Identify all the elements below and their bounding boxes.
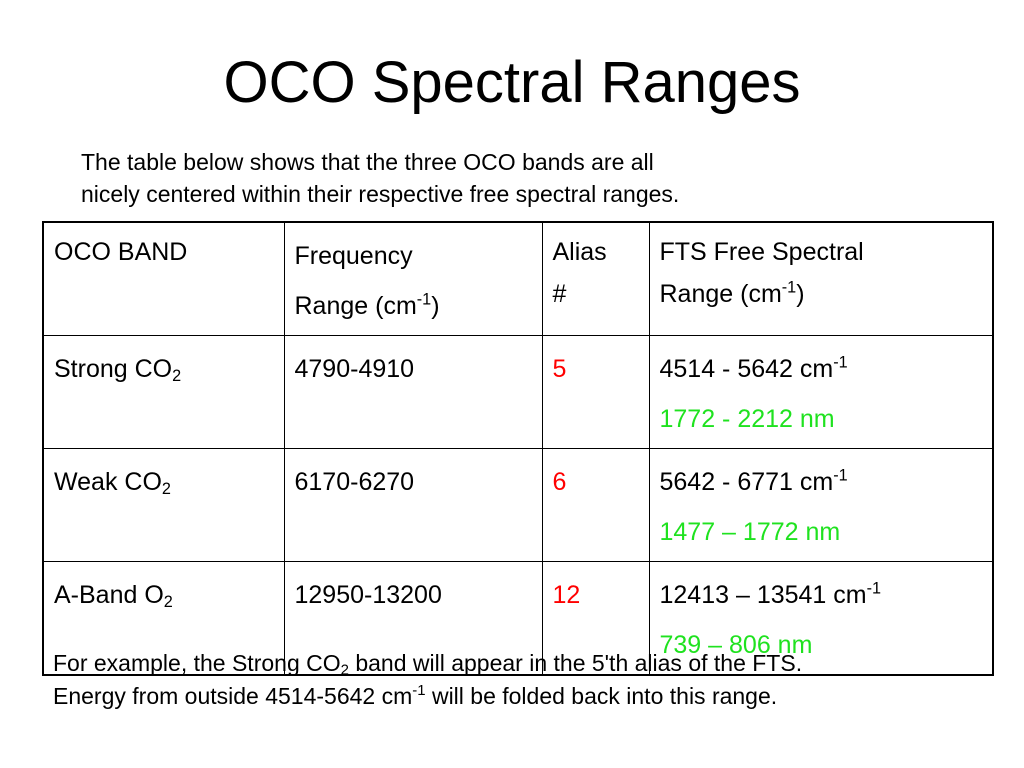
footer-line-2-end: will be folded back into this range. xyxy=(425,683,778,709)
footer-line-2-sup: -1 xyxy=(412,682,426,700)
frequency-cell: 12950-13200 xyxy=(283,561,543,676)
fts-range-cell: 12413 – 13541 cm-1 739 – 806 nm xyxy=(648,561,994,676)
intro-line-2: nicely centered within their respective … xyxy=(81,181,680,207)
header-frequency-range: Frequency Range (cm-1) xyxy=(283,221,543,336)
header-frequency-line-2: Range (cm-1) xyxy=(295,281,532,331)
table-row: A-Band O2 12950-13200 12 12413 – 13541 c… xyxy=(42,561,994,676)
band-cell: Weak CO2 xyxy=(42,448,285,562)
footer-line-1-sub: 2 xyxy=(340,661,349,679)
frequency-cell: 6170-6270 xyxy=(283,448,543,562)
header-fts-close: ) xyxy=(796,280,805,308)
intro-text: The table below shows that the three OCO… xyxy=(81,146,841,210)
slide-title: OCO Spectral Ranges xyxy=(223,50,801,115)
header-fts-line-1: FTS Free Spectral xyxy=(659,238,864,266)
header-alias: Alias # xyxy=(541,221,650,336)
fts-nm-range: 1772 - 2212 nm xyxy=(659,405,835,433)
band-subscript: 2 xyxy=(163,593,173,612)
fts-cm-value: 4514 - 5642 cm xyxy=(659,355,834,383)
header-frequency-close: ) xyxy=(431,292,440,320)
band-cell: A-Band O2 xyxy=(42,561,285,676)
footer-note: For example, the Strong CO2 band will ap… xyxy=(53,647,1013,713)
band-name: Weak CO xyxy=(54,468,162,496)
spectral-ranges-table: OCO BAND Frequency Range (cm-1) Alias # … xyxy=(42,221,994,676)
header-oco-band: OCO BAND xyxy=(42,221,285,336)
band-cell: Strong CO2 xyxy=(42,335,285,449)
header-fts-unit: Range (cm xyxy=(659,280,782,308)
header-fts-line-2: Range (cm-1) xyxy=(660,273,983,315)
footer-line-2-start: Energy from outside 4514-5642 cm xyxy=(53,683,413,709)
band-subscript: 2 xyxy=(172,367,182,386)
header-alias-line-2: # xyxy=(552,280,567,308)
footer-line-1-end: band will appear in the 5'th alias of th… xyxy=(348,650,803,676)
header-frequency-unit: Range (cm xyxy=(294,292,417,320)
band-name: Strong CO xyxy=(54,355,173,383)
band-name: A-Band O xyxy=(54,581,164,609)
fts-nm-range: 739 – 806 nm xyxy=(659,631,813,659)
fts-range-cell: 4514 - 5642 cm-1 1772 - 2212 nm xyxy=(648,335,994,449)
alias-cell: 5 xyxy=(541,335,650,449)
footer-line-2: Energy from outside 4514-5642 cm-1 will … xyxy=(53,680,1013,713)
alias-cell: 12 xyxy=(541,561,650,676)
footer-line-1-start: For example, the Strong CO xyxy=(53,650,341,676)
fts-nm-range: 1477 – 1772 nm xyxy=(659,518,841,546)
header-frequency-sup: -1 xyxy=(416,290,432,309)
table-row: Weak CO2 6170-6270 6 5642 - 6771 cm-1 14… xyxy=(42,448,994,562)
fts-cm-range: 5642 - 6771 cm-1 xyxy=(660,457,983,507)
fts-cm-sup: -1 xyxy=(833,466,848,485)
fts-range-cell: 5642 - 6771 cm-1 1477 – 1772 nm xyxy=(648,448,994,562)
fts-cm-range: 4514 - 5642 cm-1 xyxy=(660,344,983,394)
header-fts-range: FTS Free Spectral Range (cm-1) xyxy=(648,221,994,336)
alias-cell: 6 xyxy=(541,448,650,562)
fts-cm-value: 5642 - 6771 cm xyxy=(659,468,834,496)
band-subscript: 2 xyxy=(161,480,171,499)
frequency-cell: 4790-4910 xyxy=(283,335,543,449)
header-oco-band-label: OCO BAND xyxy=(54,238,188,266)
header-alias-line-1: Alias xyxy=(552,238,607,266)
fts-cm-value: 12413 – 13541 cm xyxy=(659,581,867,609)
header-frequency-line-1: Frequency xyxy=(294,242,413,270)
fts-cm-range: 12413 – 13541 cm-1 xyxy=(660,570,983,620)
table-header-row: OCO BAND Frequency Range (cm-1) Alias # … xyxy=(42,221,994,336)
fts-cm-sup: -1 xyxy=(833,353,848,372)
intro-line-1: The table below shows that the three OCO… xyxy=(81,149,654,175)
table-row: Strong CO2 4790-4910 5 4514 - 5642 cm-1 … xyxy=(42,335,994,449)
footer-line-1: For example, the Strong CO2 band will ap… xyxy=(53,647,1013,680)
fts-cm-sup: -1 xyxy=(866,579,882,598)
header-fts-sup: -1 xyxy=(781,278,797,297)
